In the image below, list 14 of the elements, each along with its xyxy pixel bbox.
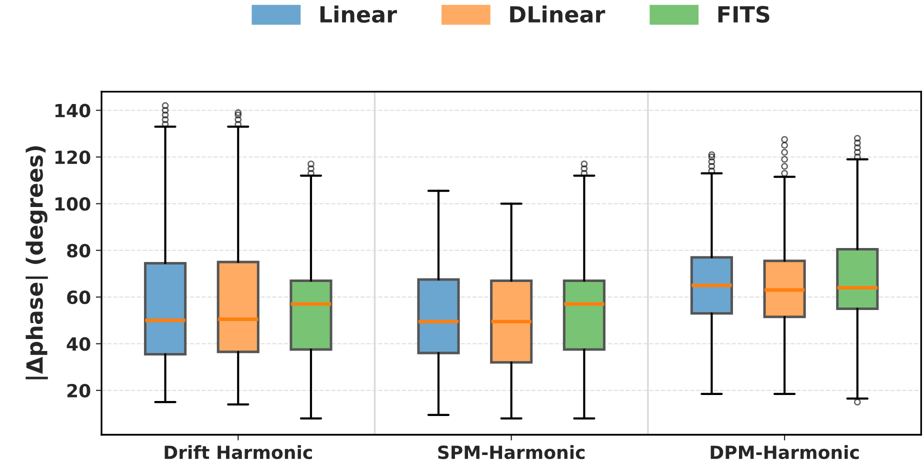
y-tick-label: 100	[55, 197, 90, 211]
y-tick-label: 120	[55, 150, 90, 164]
y-tick-label: 140	[55, 104, 90, 118]
y-tick-label: 20	[67, 384, 90, 398]
legend-label: Linear	[320, 6, 397, 23]
legend-label: FITS	[718, 6, 770, 23]
legend-label: DLinear	[510, 6, 606, 23]
x-tick-label: SPM-Harmonic	[438, 445, 585, 460]
y-tick-label: 60	[67, 290, 90, 304]
x-tick-label: DPM-Harmonic	[710, 445, 859, 460]
y-tick-label: 40	[66, 337, 90, 351]
x-tick-label: Drift Harmonic	[164, 445, 312, 460]
y-axis-title: |Δphase| (degrees)	[26, 146, 48, 380]
y-tick-label: 80	[67, 244, 90, 258]
